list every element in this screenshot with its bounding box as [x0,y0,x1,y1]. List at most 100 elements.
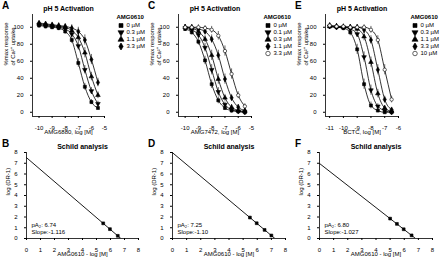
svg-text:8: 8 [307,149,311,155]
svg-text:6: 6 [109,247,113,253]
svg-text:0: 0 [20,109,24,115]
svg-text:-10: -10 [181,125,190,131]
svg-text:-10: -10 [35,125,44,131]
svg-text:3: 3 [160,203,164,209]
svg-text:%max responseof Ca²⁺ uptake: %max responseof Ca²⁺ uptake [3,22,16,66]
svg-text:8: 8 [431,247,435,253]
svg-text:2: 2 [307,214,311,220]
svg-text:0: 0 [14,235,18,241]
html-text:B: B [2,138,10,149]
svg-text:80: 80 [163,41,170,47]
svg-text:-11: -11 [326,125,335,131]
svg-text:20: 20 [17,92,24,98]
svg-text:0: 0 [25,247,29,253]
html-text:0.3 µM: 0.3 µM [126,29,145,35]
svg-text:5: 5 [160,182,164,188]
svg-text:7: 7 [123,247,127,253]
svg-text:Schild analysis: Schild analysis [351,143,402,151]
svg-text:6: 6 [403,247,407,253]
svg-text:7: 7 [270,247,274,253]
svg-text:100: 100 [13,24,24,31]
svg-text:6: 6 [307,171,311,177]
svg-text:8: 8 [160,149,164,155]
svg-text:Schild analysis: Schild analysis [57,143,108,151]
svg-text:pA₂: 6.80Slope:-1.027: pA₂: 6.80Slope:-1.027 [325,222,360,235]
svg-text:100: 100 [159,24,170,31]
svg-text:pH 5 Activation: pH 5 Activation [43,5,94,13]
html-text:C: C [148,0,156,11]
svg-text:Schild analysis: Schild analysis [204,143,255,151]
svg-text:40: 40 [310,75,317,81]
svg-text:100: 100 [306,24,317,31]
svg-text:80: 80 [17,41,24,47]
svg-text:60: 60 [310,58,317,64]
svg-text:1: 1 [160,225,164,231]
html-text:A: A [2,0,10,11]
svg-text:40: 40 [17,75,24,81]
svg-text:1: 1 [332,247,336,253]
svg-text:pA₂: 7.25Slope:-1.10: pA₂: 7.25Slope:-1.10 [178,222,209,235]
svg-text:pA₂: 6.74Slope:-1.116: pA₂: 6.74Slope:-1.116 [32,222,66,235]
svg-text:20: 20 [310,92,317,98]
svg-text:2: 2 [53,247,57,253]
html-text:F: F [295,138,302,149]
html-text:E: E [295,0,302,11]
svg-text:60: 60 [17,58,24,64]
html-text:0 µM: 0 µM [126,22,140,28]
html-text:D: D [148,138,156,149]
svg-text:20: 20 [163,92,170,98]
svg-text:log (DR-1): log (DR-1) [5,168,11,196]
svg-text:2: 2 [346,247,350,253]
svg-text:6: 6 [160,171,164,177]
svg-text:60: 60 [163,58,170,64]
svg-text:0: 0 [307,235,311,241]
svg-text:3: 3 [307,203,311,209]
svg-text:%max responseof Ca²⁺ uptake: %max responseof Ca²⁺ uptake [149,22,162,66]
svg-text:%max responseof Ca²⁺ uptake: %max responseof Ca²⁺ uptake [296,22,309,66]
svg-text:AMG6880, log [M]: AMG6880, log [M] [44,129,93,135]
svg-text:8: 8 [14,149,18,155]
svg-text:0: 0 [318,247,322,253]
svg-text:7: 7 [417,247,421,253]
svg-text:-6: -6 [396,125,402,131]
svg-text:BCTC, log [M]: BCTC, log [M] [343,129,381,135]
html-text:AMG0610: AMG0610 [116,14,144,20]
svg-text:6: 6 [14,171,18,177]
svg-text:2: 2 [160,214,164,220]
svg-text:2: 2 [199,247,203,253]
svg-text:2: 2 [14,214,18,220]
svg-text:-5: -5 [249,125,255,131]
svg-text:0: 0 [166,109,170,115]
svg-text:80: 80 [310,41,317,47]
svg-text:7: 7 [14,160,18,166]
svg-text:4: 4 [160,192,164,198]
svg-text:AMG0610 - log [M]: AMG0610 - log [M] [57,251,108,257]
svg-text:40: 40 [163,75,170,81]
svg-text:8: 8 [137,247,141,253]
svg-text:1: 1 [307,225,311,231]
svg-text:0: 0 [313,109,317,115]
svg-text:-5: -5 [102,125,108,131]
svg-text:AMG0610 - log [M]: AMG0610 - log [M] [204,251,255,257]
svg-text:AMG0610 - log [M]: AMG0610 - log [M] [351,251,402,257]
svg-text:1: 1 [14,225,18,231]
svg-text:3: 3 [14,203,18,209]
svg-text:4: 4 [307,192,311,198]
svg-text:8: 8 [284,247,288,253]
svg-text:pH 5 Activation: pH 5 Activation [190,5,241,13]
svg-text:7: 7 [160,160,164,166]
svg-text:5: 5 [14,182,18,188]
svg-text:log (DR-1): log (DR-1) [298,168,304,196]
svg-text:0: 0 [160,235,164,241]
svg-text:7: 7 [307,160,311,166]
svg-text:4: 4 [14,192,18,198]
svg-text:5: 5 [307,182,311,188]
svg-text:1: 1 [185,247,189,253]
svg-text:log (DR-1): log (DR-1) [151,168,157,196]
svg-text:pH 5 Activation: pH 5 Activation [337,5,388,13]
svg-text:6: 6 [256,247,260,253]
svg-text:-7: -7 [382,125,388,131]
svg-text:AMG7472, log [M]: AMG7472, log [M] [191,129,240,135]
svg-text:0: 0 [171,247,175,253]
svg-text:1: 1 [39,247,43,253]
